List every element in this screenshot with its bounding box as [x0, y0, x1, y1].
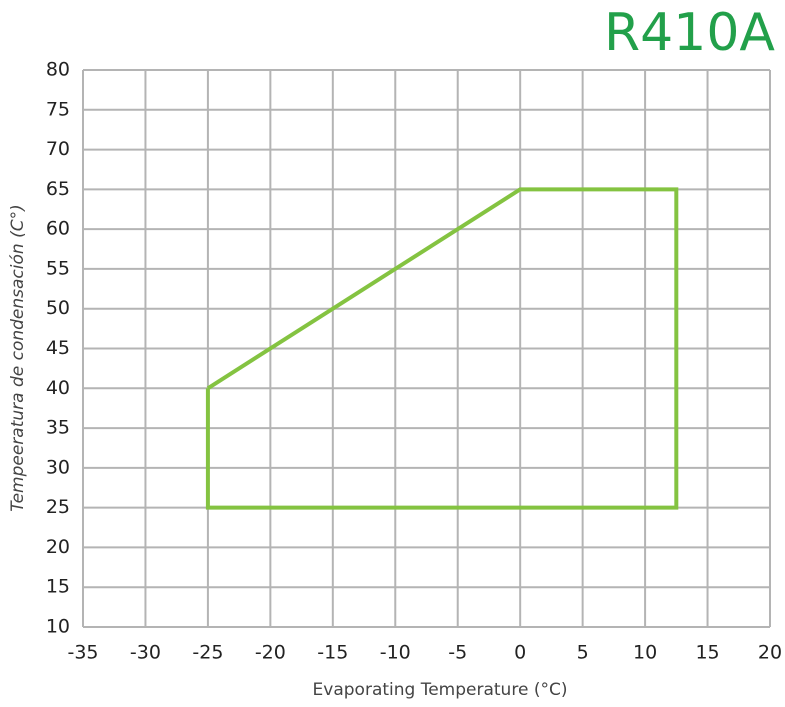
y-tick-label: 10 — [46, 616, 70, 638]
y-tick-label: 55 — [46, 257, 70, 279]
y-tick-label: 50 — [46, 297, 70, 319]
y-axis-label: Tempeeratura de condensación (C°) — [8, 204, 28, 511]
x-tick-label: -5 — [448, 642, 467, 664]
x-tick-label: -10 — [380, 642, 411, 664]
y-tick-label: 60 — [46, 218, 70, 240]
x-tick-label: -35 — [67, 642, 98, 664]
y-tick-label: 15 — [46, 576, 70, 598]
envelope-line — [205, 187, 679, 510]
y-tick-label: 40 — [46, 377, 70, 399]
x-tick-label: -20 — [255, 642, 286, 664]
x-axis-label: Evaporating Temperature (°C) — [313, 680, 568, 700]
x-tick-label: 0 — [514, 642, 526, 664]
chart-title: R410A — [604, 3, 775, 63]
y-tick-label: 30 — [46, 456, 70, 478]
y-tick-label: 75 — [46, 98, 70, 120]
x-tick-label: 10 — [633, 642, 657, 664]
x-tick-label: 15 — [695, 642, 719, 664]
x-tick-label: 20 — [758, 642, 782, 664]
x-tick-label: -30 — [130, 642, 161, 664]
y-tick-label: 70 — [46, 138, 70, 160]
x-tick-label: 5 — [577, 642, 589, 664]
x-tick-label: -25 — [192, 642, 223, 664]
y-tick-label: 20 — [46, 536, 70, 558]
y-tick-label: 80 — [46, 59, 70, 81]
x-tick-label: -15 — [317, 642, 348, 664]
y-tick-label: 25 — [46, 496, 70, 518]
y-tick-label: 35 — [46, 417, 70, 439]
y-tick-label: 65 — [46, 178, 70, 200]
y-tick-label: 45 — [46, 337, 70, 359]
